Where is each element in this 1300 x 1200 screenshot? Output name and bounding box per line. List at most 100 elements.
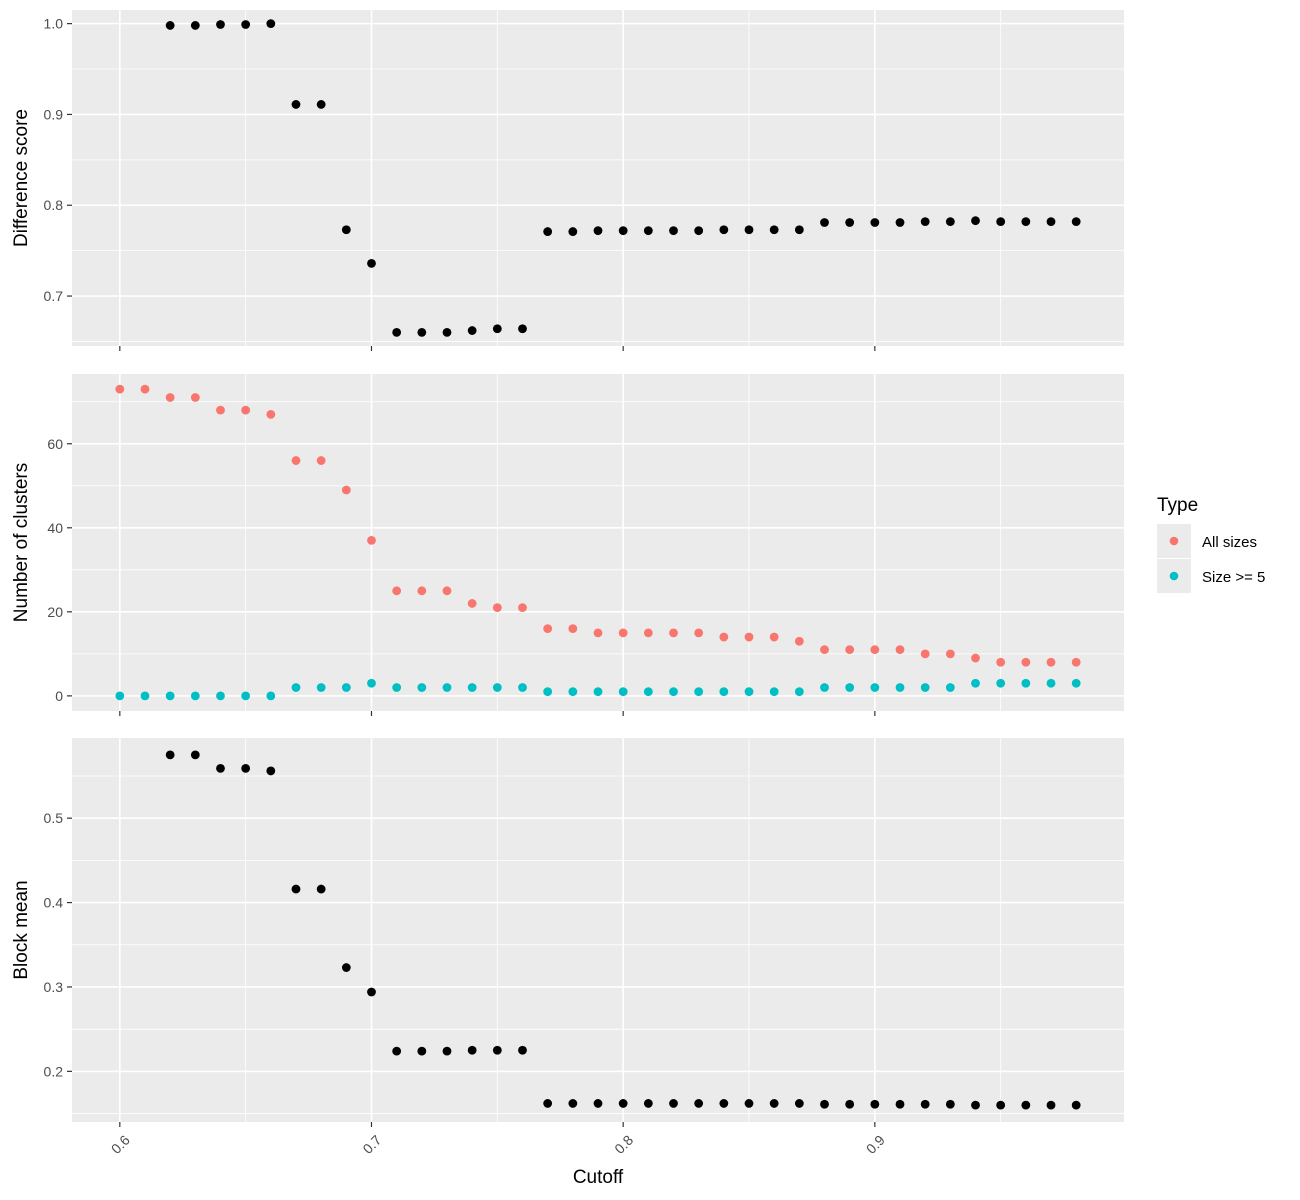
data-point <box>769 632 779 642</box>
data-point <box>266 409 276 419</box>
data-point <box>744 687 754 697</box>
data-point <box>518 603 527 613</box>
data-point <box>165 21 175 30</box>
data-point <box>971 1100 980 1110</box>
legend-label-all-sizes: All sizes <box>1202 534 1257 551</box>
data-point <box>669 1099 678 1108</box>
data-point <box>367 258 376 268</box>
data-point <box>1046 1100 1056 1110</box>
data-point <box>1071 217 1081 226</box>
data-point <box>895 645 905 655</box>
data-point <box>518 683 527 692</box>
y-tick-label: 1.0 <box>44 16 64 32</box>
data-point <box>291 100 301 109</box>
data-point <box>492 324 502 334</box>
y-tick-label: 40 <box>47 520 63 536</box>
data-point <box>643 687 653 697</box>
data-point <box>694 226 704 236</box>
data-point <box>618 1099 628 1108</box>
data-point <box>945 683 955 692</box>
data-point <box>618 628 628 638</box>
data-point <box>643 628 653 638</box>
data-point <box>341 485 351 495</box>
data-point <box>492 683 502 692</box>
data-point <box>794 225 804 235</box>
data-point <box>694 1099 704 1108</box>
y-axis-title-block-mean: Block mean <box>11 880 32 979</box>
data-point <box>996 657 1006 667</box>
panel-background <box>72 738 1124 1122</box>
x-axis-title: Cutoff <box>573 1167 624 1188</box>
y-tick-label: 0.8 <box>44 197 64 213</box>
data-point <box>467 326 477 335</box>
data-point <box>140 384 150 394</box>
data-point <box>266 691 276 701</box>
data-point <box>216 763 225 773</box>
data-point <box>467 683 477 692</box>
legend-marker-size-5 <box>1169 571 1179 581</box>
data-point <box>367 987 376 997</box>
legend: Type All sizes Size >= 5 <box>1157 495 1265 593</box>
legend-marker-all-sizes <box>1169 536 1179 546</box>
data-point <box>643 1099 653 1108</box>
data-point <box>845 683 855 692</box>
y-tick-label: 0.7 <box>44 288 64 304</box>
data-point <box>744 632 754 642</box>
data-point <box>1046 678 1056 688</box>
y-tick-label: 0.9 <box>44 106 64 122</box>
y-tick-label: 0.5 <box>44 810 64 826</box>
data-point <box>543 227 553 236</box>
data-point <box>165 393 175 402</box>
data-point <box>241 20 251 29</box>
data-point <box>291 456 301 465</box>
data-point <box>744 1099 754 1108</box>
data-point <box>971 216 980 226</box>
data-point <box>694 628 704 638</box>
x-axis: 0.6 0.7 0.8 0.9 <box>108 1132 888 1157</box>
legend-entry-size-5: Size >= 5 <box>1157 559 1265 593</box>
y-tick-label: 20 <box>47 604 63 620</box>
data-point <box>266 19 276 29</box>
panel-top: 0.7 0.8 0.9 1.0 Difference score <box>11 10 1124 351</box>
data-point <box>316 100 326 109</box>
data-point <box>291 884 301 894</box>
data-point <box>820 683 829 692</box>
data-point <box>895 218 905 227</box>
y-axis-title-number-of-clusters: Number of clusters <box>11 463 32 622</box>
x-tick-label: 0.7 <box>359 1132 384 1157</box>
data-point <box>367 535 376 545</box>
data-point <box>341 225 351 235</box>
data-point <box>920 683 930 692</box>
panel-bottom: 0.2 0.3 0.4 0.5 Block mean <box>11 738 1124 1127</box>
data-point <box>442 586 452 596</box>
series-all-sizes <box>115 384 1081 667</box>
data-point <box>467 599 477 608</box>
data-point <box>1021 657 1031 667</box>
data-point <box>895 1099 905 1109</box>
data-point <box>190 21 200 30</box>
series-top <box>165 19 1081 337</box>
panel-background <box>72 374 1124 711</box>
legend-title: Type <box>1157 495 1198 516</box>
data-point <box>744 225 754 235</box>
data-point <box>794 636 804 646</box>
y-tick-label: 0.2 <box>44 1063 64 1079</box>
series-size-5 <box>115 678 1081 701</box>
data-point <box>820 218 829 227</box>
data-point <box>1071 1100 1081 1110</box>
panel-background <box>72 10 1124 346</box>
data-point <box>140 691 150 701</box>
data-point <box>392 683 402 692</box>
data-point <box>543 624 553 634</box>
data-point <box>417 683 427 692</box>
data-point <box>266 766 276 776</box>
data-point <box>165 691 175 701</box>
data-point <box>115 691 125 701</box>
data-point <box>392 327 402 337</box>
data-point <box>442 327 452 337</box>
data-point <box>392 1046 402 1056</box>
data-point <box>870 683 880 692</box>
data-point <box>845 645 855 655</box>
data-point <box>568 687 578 697</box>
y-tick-label: 0 <box>55 688 63 704</box>
